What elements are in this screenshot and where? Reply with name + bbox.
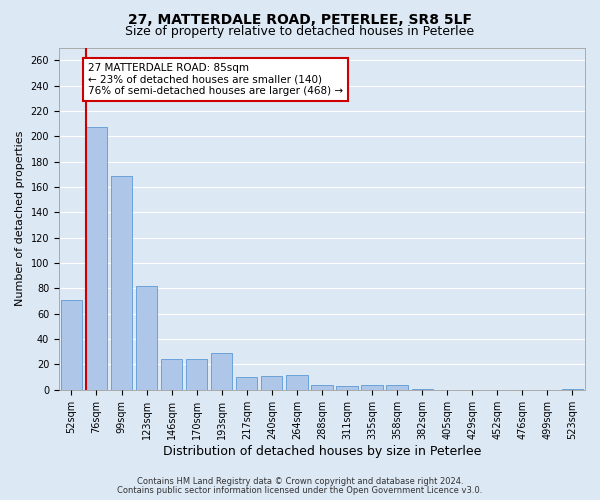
Bar (361, 385, 383, 390)
Bar (86, 128, 107, 390)
Bar (412, 388, 433, 390)
X-axis label: Distribution of detached houses by size in Peterlee: Distribution of detached houses by size … (163, 444, 481, 458)
Bar (286, 374, 308, 390)
Bar (111, 176, 132, 390)
Y-axis label: Number of detached properties: Number of detached properties (15, 131, 25, 306)
Bar (311, 385, 332, 390)
Bar (386, 385, 408, 390)
Bar (136, 286, 157, 390)
Text: 27, MATTERDALE ROAD, PETERLEE, SR8 5LF: 27, MATTERDALE ROAD, PETERLEE, SR8 5LF (128, 12, 472, 26)
Text: 27 MATTERDALE ROAD: 85sqm
← 23% of detached houses are smaller (140)
76% of semi: 27 MATTERDALE ROAD: 85sqm ← 23% of detac… (88, 62, 343, 96)
Bar (61, 300, 82, 390)
Bar (337, 386, 358, 390)
Text: Contains public sector information licensed under the Open Government Licence v3: Contains public sector information licen… (118, 486, 482, 495)
Bar (261, 376, 283, 390)
Bar (562, 388, 583, 390)
Bar (211, 353, 232, 390)
Bar (186, 360, 208, 390)
Bar (161, 360, 182, 390)
Text: Contains HM Land Registry data © Crown copyright and database right 2024.: Contains HM Land Registry data © Crown c… (137, 478, 463, 486)
Bar (236, 377, 257, 390)
Text: Size of property relative to detached houses in Peterlee: Size of property relative to detached ho… (125, 25, 475, 38)
